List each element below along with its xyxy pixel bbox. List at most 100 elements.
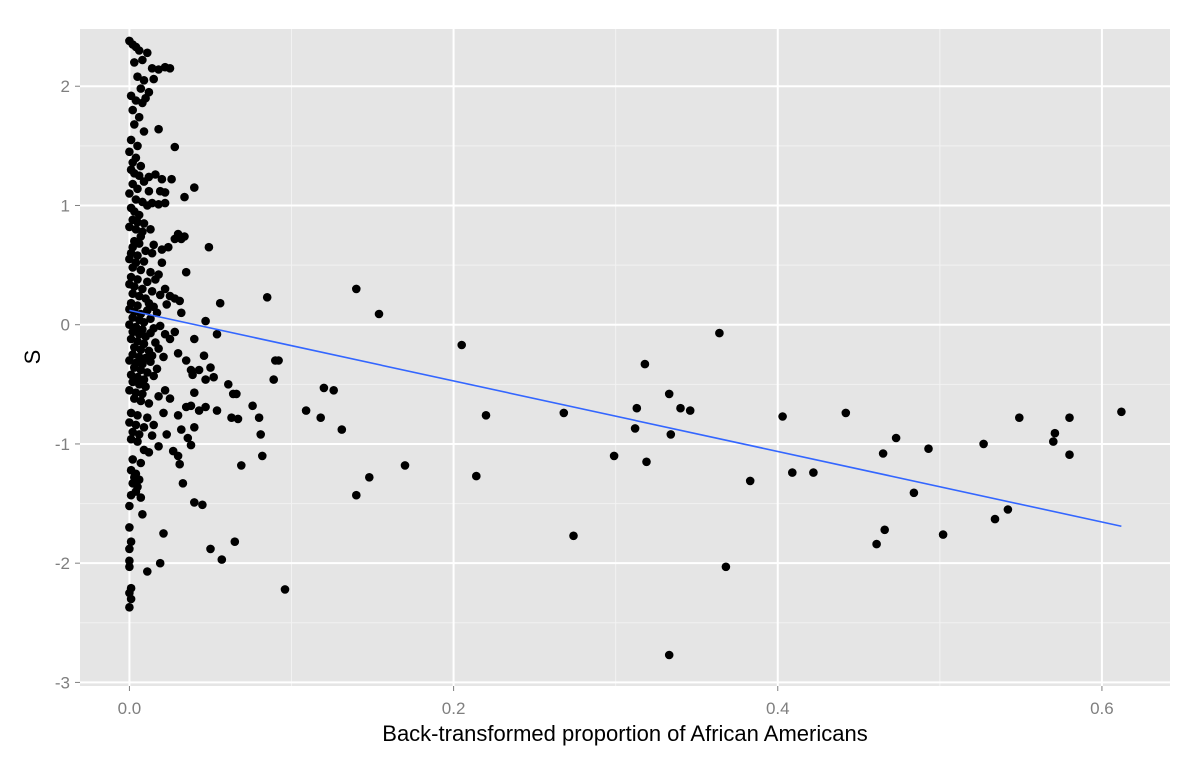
data-point — [177, 308, 186, 318]
data-point — [126, 537, 136, 546]
x-tick-label: 0.0 — [118, 699, 142, 718]
data-point — [457, 340, 467, 350]
data-point — [280, 585, 290, 594]
data-point — [374, 309, 384, 319]
data-point — [167, 174, 176, 184]
axis-ticks — [75, 85, 1103, 691]
data-point — [365, 473, 374, 482]
data-point — [146, 225, 155, 234]
data-point — [139, 177, 149, 186]
minor-gridlines — [80, 29, 1170, 686]
data-point — [924, 444, 933, 454]
data-point — [181, 356, 191, 365]
data-points — [125, 36, 1126, 660]
data-point — [170, 142, 180, 152]
data-point — [133, 275, 142, 284]
data-point — [1049, 437, 1058, 446]
y-tick-label: 0 — [61, 316, 70, 335]
data-point — [131, 195, 141, 204]
data-point — [125, 254, 134, 264]
data-point — [175, 296, 184, 306]
data-point — [139, 219, 149, 228]
data-point — [301, 406, 311, 415]
data-point — [186, 440, 196, 450]
data-point — [206, 363, 215, 372]
data-point — [154, 65, 163, 74]
data-point — [165, 64, 175, 73]
data-point — [136, 345, 146, 355]
data-point — [164, 242, 173, 252]
data-point — [138, 510, 147, 519]
x-axis-title: Back-transformed proportion of African A… — [382, 721, 867, 746]
data-point — [186, 401, 196, 411]
data-point — [126, 135, 136, 145]
data-point — [136, 365, 146, 375]
data-point — [154, 344, 163, 353]
trend-line — [129, 309, 1122, 528]
data-point — [640, 359, 650, 369]
x-tick-label: 0.2 — [442, 699, 466, 718]
data-point — [715, 328, 724, 338]
data-point — [136, 265, 146, 275]
data-point — [141, 246, 150, 256]
data-point — [130, 394, 139, 403]
data-point — [352, 490, 361, 500]
data-point — [146, 328, 155, 338]
data-point — [138, 284, 147, 294]
data-point — [155, 290, 165, 300]
data-point — [126, 490, 136, 500]
data-point — [133, 184, 142, 194]
data-point — [642, 457, 651, 467]
data-point — [891, 433, 901, 443]
data-point — [139, 76, 149, 85]
data-point — [217, 555, 227, 564]
data-point — [147, 248, 157, 258]
data-point — [155, 321, 165, 331]
data-point — [131, 420, 141, 430]
data-point — [134, 112, 144, 122]
data-point — [133, 411, 142, 420]
data-point — [125, 523, 134, 532]
data-point — [237, 461, 246, 470]
x-tick-label: 0.6 — [1090, 699, 1114, 718]
data-point — [154, 392, 163, 401]
data-point — [180, 192, 189, 202]
data-point — [269, 375, 279, 384]
data-point — [872, 539, 881, 549]
data-point — [128, 263, 137, 272]
data-point — [188, 370, 197, 380]
data-point — [160, 198, 170, 208]
data-point — [130, 363, 139, 372]
data-point — [149, 240, 158, 250]
data-point — [230, 537, 240, 546]
data-point — [136, 232, 146, 241]
data-point — [664, 389, 674, 399]
data-point — [136, 84, 146, 93]
data-point — [316, 413, 326, 423]
data-point — [177, 425, 186, 434]
data-point — [190, 498, 199, 507]
data-point — [125, 386, 134, 395]
data-point — [175, 459, 184, 469]
data-point — [162, 430, 171, 439]
data-point — [979, 439, 988, 449]
data-point — [134, 46, 144, 55]
data-point — [199, 351, 209, 361]
data-point — [136, 458, 146, 468]
data-point — [319, 383, 329, 393]
data-point — [134, 430, 144, 439]
data-point — [227, 413, 236, 423]
data-point — [337, 425, 347, 434]
data-point — [139, 127, 149, 136]
data-point — [128, 289, 137, 299]
data-point — [136, 396, 146, 406]
data-point — [630, 424, 640, 433]
data-point — [173, 451, 183, 461]
data-point — [144, 186, 154, 196]
data-point — [149, 420, 158, 430]
data-point — [155, 558, 165, 568]
data-point — [809, 468, 818, 477]
data-point — [151, 170, 160, 179]
data-point — [400, 461, 410, 470]
data-point — [133, 217, 142, 227]
